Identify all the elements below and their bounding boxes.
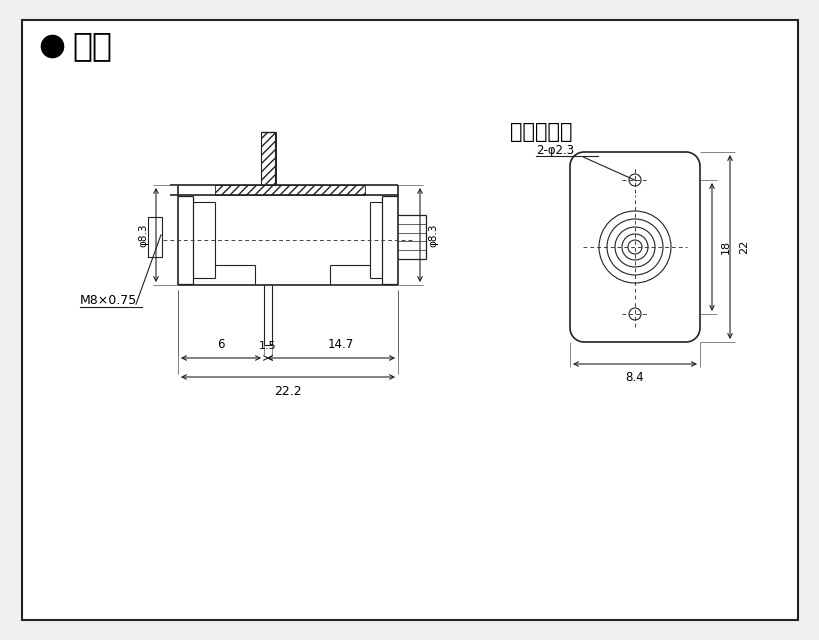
Bar bbox=[215, 185, 364, 195]
Text: 8.4: 8.4 bbox=[625, 371, 644, 384]
Text: 取付穴寸法: 取付穴寸法 bbox=[509, 122, 572, 142]
Text: 22: 22 bbox=[738, 240, 748, 254]
Bar bbox=[260, 132, 276, 185]
Text: 14.7: 14.7 bbox=[328, 338, 354, 351]
Text: 6: 6 bbox=[217, 338, 224, 351]
Text: φ8.3: φ8.3 bbox=[138, 223, 147, 247]
Text: 18: 18 bbox=[720, 240, 730, 254]
Text: φ8.3: φ8.3 bbox=[428, 223, 437, 247]
Text: 22.2: 22.2 bbox=[274, 385, 301, 398]
Polygon shape bbox=[147, 217, 162, 257]
Text: 1.5: 1.5 bbox=[259, 341, 277, 351]
Text: 2-φ2.3: 2-φ2.3 bbox=[536, 143, 573, 157]
Text: M8×0.75: M8×0.75 bbox=[80, 294, 137, 307]
Text: 寸法: 寸法 bbox=[72, 29, 112, 63]
